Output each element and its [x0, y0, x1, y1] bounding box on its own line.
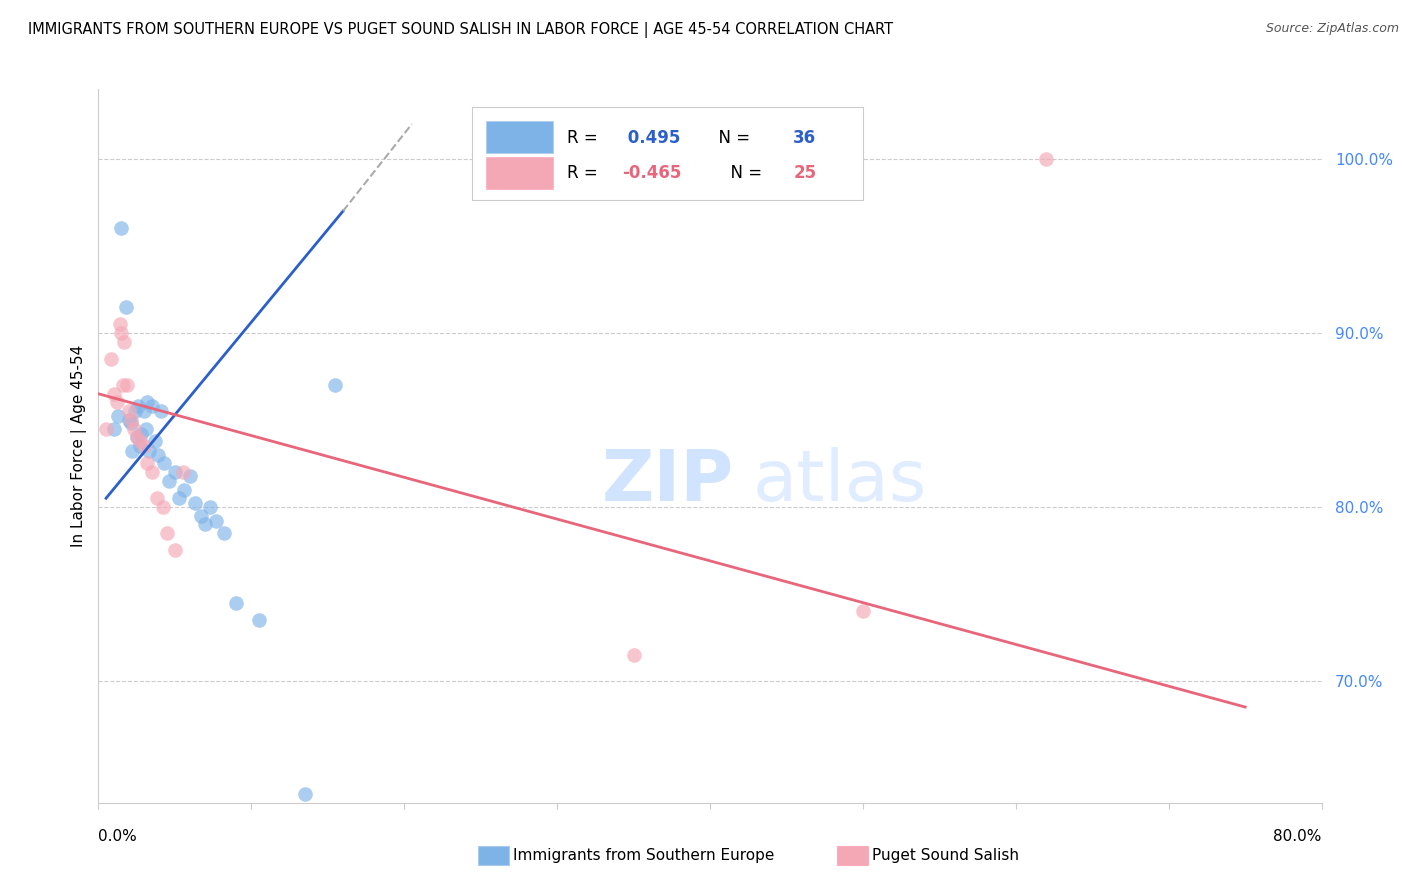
- Point: [117, 378, 139, 392]
- Point: [153, 457, 176, 471]
- Text: N =: N =: [720, 164, 768, 182]
- Point: [124, 404, 146, 418]
- Point: [94, 421, 117, 435]
- Point: [294, 787, 316, 801]
- Point: [120, 413, 142, 427]
- Point: [152, 500, 174, 514]
- Point: [136, 395, 159, 409]
- Point: [118, 404, 141, 418]
- Point: [103, 386, 125, 401]
- Point: [173, 483, 195, 497]
- Text: Puget Sound Salish: Puget Sound Salish: [872, 848, 1019, 863]
- Point: [145, 491, 167, 506]
- Point: [134, 404, 156, 418]
- Text: 0.495: 0.495: [621, 128, 681, 146]
- Point: [198, 500, 221, 514]
- Text: Immigrants from Southern Europe: Immigrants from Southern Europe: [513, 848, 775, 863]
- Text: Source: ZipAtlas.com: Source: ZipAtlas.com: [1265, 22, 1399, 36]
- Point: [247, 613, 270, 627]
- Point: [129, 426, 152, 441]
- Point: [136, 457, 159, 471]
- Point: [127, 399, 149, 413]
- FancyBboxPatch shape: [486, 121, 554, 153]
- Point: [172, 465, 194, 479]
- Point: [157, 474, 180, 488]
- Point: [141, 465, 163, 479]
- Point: [111, 378, 134, 392]
- Point: [184, 496, 207, 510]
- Point: [112, 334, 135, 349]
- Point: [128, 434, 150, 448]
- Point: [107, 409, 129, 424]
- Point: [190, 508, 212, 523]
- Text: atlas: atlas: [752, 447, 927, 516]
- Point: [150, 404, 173, 418]
- Text: 0.0%: 0.0%: [98, 829, 138, 844]
- Point: [122, 421, 145, 435]
- Text: IMMIGRANTS FROM SOUTHERN EUROPE VS PUGET SOUND SALISH IN LABOR FORCE | AGE 45-54: IMMIGRANTS FROM SOUTHERN EUROPE VS PUGET…: [28, 22, 893, 38]
- Point: [852, 604, 875, 618]
- Point: [115, 300, 138, 314]
- Point: [121, 444, 143, 458]
- Text: R =: R =: [567, 164, 603, 182]
- Point: [225, 596, 247, 610]
- Y-axis label: In Labor Force | Age 45-54: In Labor Force | Age 45-54: [72, 345, 87, 547]
- Point: [325, 378, 347, 392]
- Point: [141, 399, 163, 413]
- Point: [110, 221, 132, 235]
- Point: [143, 434, 166, 448]
- Point: [623, 648, 645, 662]
- Point: [125, 430, 148, 444]
- Point: [105, 395, 128, 409]
- Point: [138, 444, 160, 458]
- FancyBboxPatch shape: [471, 107, 863, 200]
- Point: [163, 543, 186, 558]
- Point: [169, 491, 191, 506]
- Text: 36: 36: [793, 128, 817, 146]
- Point: [103, 421, 125, 435]
- Text: R =: R =: [567, 128, 603, 146]
- Text: -0.465: -0.465: [621, 164, 682, 182]
- Point: [146, 448, 169, 462]
- Point: [118, 413, 141, 427]
- Point: [128, 439, 150, 453]
- Text: 25: 25: [793, 164, 817, 182]
- Point: [120, 417, 142, 431]
- Point: [135, 421, 157, 435]
- Point: [179, 468, 201, 483]
- Point: [205, 514, 228, 528]
- Point: [194, 517, 217, 532]
- Text: N =: N =: [707, 128, 755, 146]
- Point: [110, 326, 132, 340]
- Point: [134, 439, 156, 453]
- Point: [1035, 152, 1057, 166]
- Point: [163, 465, 186, 479]
- Point: [212, 526, 235, 541]
- Text: 80.0%: 80.0%: [1274, 829, 1322, 844]
- Point: [156, 526, 179, 541]
- Point: [125, 430, 148, 444]
- Text: ZIP: ZIP: [602, 447, 734, 516]
- Point: [100, 351, 122, 366]
- Point: [108, 317, 131, 331]
- FancyBboxPatch shape: [486, 157, 554, 189]
